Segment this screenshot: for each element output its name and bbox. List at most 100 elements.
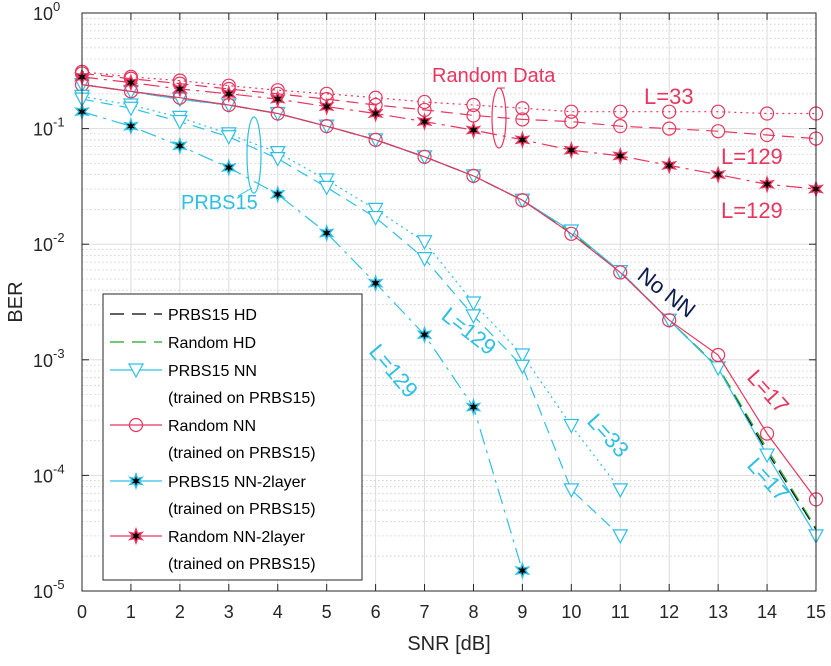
triangle-marker: [269, 152, 286, 167]
triangle-marker: [220, 130, 237, 146]
star-marker: [220, 158, 237, 177]
x-tick-label: 12: [659, 602, 679, 622]
triangle-marker: [465, 309, 482, 325]
legend-label-prbs15-nn2-sub: (trained on PRBS15): [168, 501, 316, 518]
circle-marker: [613, 119, 628, 134]
x-tick-label: 8: [468, 602, 478, 622]
legend-label-prbs15-hd: PRBS15 HD: [168, 307, 257, 324]
circle-marker: [564, 114, 579, 129]
star-marker: [612, 146, 629, 166]
circle-marker: [128, 417, 144, 433]
star-marker: [367, 104, 384, 123]
circle-marker: [613, 104, 628, 119]
series-prbs15-nn-l-129: [73, 92, 629, 545]
x-tick-label: 7: [420, 602, 430, 622]
y-tick-label: 10-5: [33, 577, 65, 602]
y-tick-label: 10-3: [33, 346, 65, 371]
star-marker: [220, 84, 237, 103]
circle-marker: [759, 426, 775, 441]
star-marker: [269, 185, 286, 204]
x-tick-label: 6: [371, 602, 381, 622]
x-tick-label: 13: [708, 602, 728, 622]
tick-labels: 0 1 2 3 4 5 6 7 8 9 10 11 12 13 14 1510010-110-210-310-…: [33, 0, 826, 622]
legend-label-random-hd: Random HD: [168, 335, 256, 352]
y-tick-label: 100: [33, 0, 60, 24]
circle-marker: [662, 104, 677, 119]
x-tick-label: 10: [561, 602, 581, 622]
circle-marker: [417, 149, 432, 164]
triangle-marker: [514, 359, 531, 375]
legend-label-prbs15-nn-sub: (trained on PRBS15): [168, 390, 316, 407]
series-line: [81, 95, 621, 491]
annotation-random-data: Random Data: [432, 65, 556, 87]
circle-marker: [515, 112, 530, 127]
legend-label-random-nn-sub: (trained on PRBS15): [168, 445, 316, 462]
triangle-marker: [759, 448, 776, 464]
star-marker: [367, 274, 384, 293]
circle-marker: [515, 193, 530, 208]
star-marker: [661, 156, 678, 175]
circle-marker: [711, 124, 726, 139]
x-tick-label: 11: [611, 602, 630, 622]
x-tick-label: 9: [517, 602, 527, 622]
x-tick-label: 5: [322, 602, 332, 622]
circle-marker: [759, 106, 775, 121]
star-marker: [563, 141, 580, 160]
legend-label-random-nn: Random NN: [168, 418, 256, 435]
star-marker: [416, 325, 433, 344]
legend-samples: [110, 313, 162, 546]
star-marker: [269, 89, 286, 109]
annotation-prbs15: PRBS15: [181, 192, 258, 214]
series-prbs15-nn-2layer-l-129: [74, 102, 531, 580]
circle-marker: [515, 101, 530, 116]
annotation-random-l129b: L=129: [721, 198, 783, 223]
triangle-marker: [171, 114, 188, 130]
triangle-marker: [318, 173, 335, 189]
plot-frame: [81, 12, 817, 592]
triangle-marker: [612, 529, 629, 545]
star-marker: [128, 526, 144, 546]
triangle-marker: [514, 348, 531, 364]
annotation-prbs15-pointer: [237, 187, 253, 197]
y-tick-label: 10-4: [33, 461, 65, 486]
circle-marker: [368, 90, 383, 105]
x-tick-label: 0: [77, 602, 87, 622]
circle-marker: [466, 168, 481, 183]
triangle-marker: [367, 210, 384, 226]
y-axis-label: BER: [5, 281, 27, 322]
x-axis-label: SNR [dB]: [407, 633, 490, 655]
x-tick-label: 3: [224, 602, 234, 622]
star-marker: [171, 79, 188, 99]
circle-marker: [759, 127, 775, 143]
triangle-marker: [416, 252, 433, 267]
legend-box: [102, 293, 363, 581]
star-marker: [465, 397, 482, 417]
circle-marker: [564, 226, 579, 241]
triangle-marker: [318, 180, 335, 196]
series-line: [81, 71, 816, 115]
circle-marker: [564, 104, 579, 119]
triangle-marker: [563, 483, 580, 499]
annotation-random-l129a: L=129: [721, 144, 783, 169]
star-marker: [171, 136, 188, 155]
x-tick-label: 14: [757, 602, 777, 622]
star-marker: [318, 223, 335, 243]
triangle-marker: [416, 235, 433, 251]
triangle-marker: [465, 296, 482, 312]
x-tick-label: 1: [126, 602, 136, 622]
y-tick-label: 10-1: [33, 115, 65, 140]
triangle-marker: [563, 418, 580, 434]
circle-marker: [662, 313, 677, 328]
series-line: [81, 98, 621, 537]
circle-marker: [613, 265, 628, 280]
annotation-prbs15-ellipse: [246, 116, 262, 194]
series-line: [81, 84, 817, 500]
star-marker: [123, 117, 139, 136]
star-marker: [759, 175, 775, 194]
legend-label-random-nn2-sub: (trained on PRBS15): [168, 556, 316, 573]
series-line: [81, 72, 817, 140]
x-tick-label: 4: [273, 602, 283, 622]
series-random-nn: [74, 77, 824, 507]
legend: PRBS15 HD Random HD PRBS15 NN (trained o…: [102, 293, 363, 581]
